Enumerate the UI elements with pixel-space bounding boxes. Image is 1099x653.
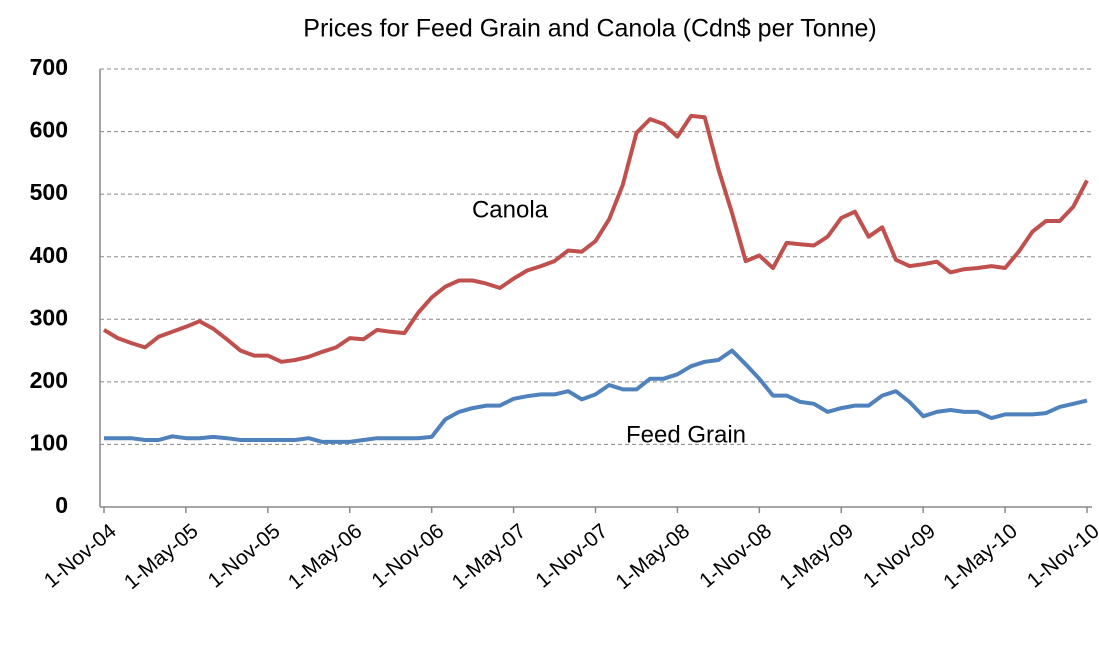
x-tick-label: 1-Nov-06 (367, 519, 448, 592)
series-annotation: Canola (472, 196, 549, 223)
y-tick-label: 500 (30, 179, 68, 205)
y-tick-label: 600 (30, 117, 68, 143)
series-annotation: Feed Grain (626, 421, 746, 448)
x-tick-label: 1-May-08 (611, 519, 694, 594)
x-tick-label: 1-Nov-04 (40, 519, 121, 592)
x-tick-label: 1-May-07 (448, 519, 531, 594)
y-tick-label: 200 (30, 367, 68, 393)
y-tick-label: 100 (30, 430, 68, 456)
y-tick-label: 0 (55, 492, 68, 518)
x-tick-label: 1-May-06 (284, 519, 367, 594)
chart-title: Prices for Feed Grain and Canola (Cdn$ p… (303, 15, 876, 43)
x-tick-label: 1-Nov-09 (859, 519, 940, 592)
series-line (104, 348, 1088, 444)
x-tick-label: 1-Nov-08 (695, 519, 776, 592)
x-tick-label: 1-Nov-05 (204, 519, 285, 592)
x-tick-label: 1-May-09 (775, 519, 858, 594)
y-tick-label: 700 (30, 54, 68, 80)
y-tick-label: 400 (30, 242, 68, 268)
x-tick-label: 1-Nov-10 (1023, 519, 1099, 592)
x-tick-label: 1-May-10 (939, 519, 1022, 594)
x-tick-label: 1-Nov-07 (531, 519, 612, 592)
x-tick-label: 1-May-05 (120, 519, 203, 594)
series-line (102, 113, 1089, 364)
y-tick-label: 300 (30, 304, 68, 330)
